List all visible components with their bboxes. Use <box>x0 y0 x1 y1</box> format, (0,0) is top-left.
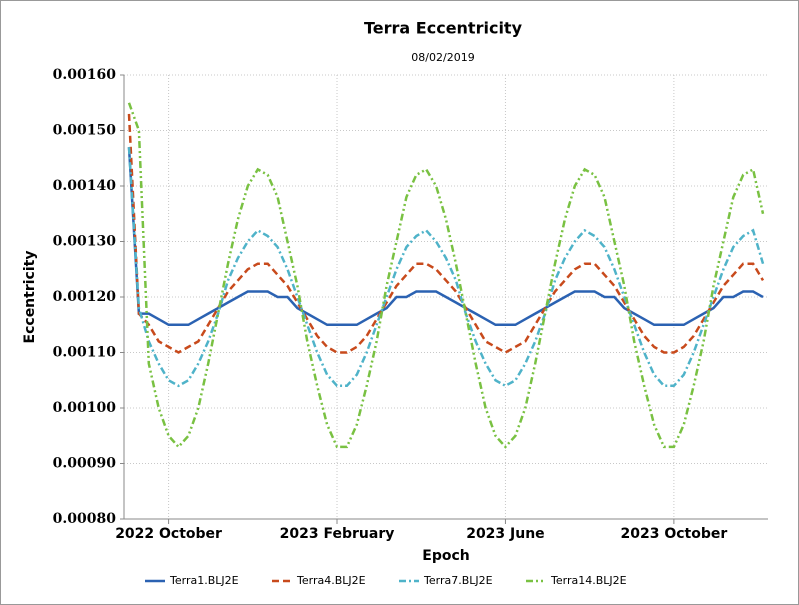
x-axis-label: Epoch <box>422 548 469 564</box>
x-tick-label: 2022 October <box>115 526 222 542</box>
x-tick-label: 2023 June <box>466 526 544 542</box>
y-tick-label: 0.00090 <box>53 456 117 472</box>
legend-label: Terra1.BLJ2E <box>169 574 239 587</box>
series-line <box>127 147 764 327</box>
y-tick-label: 0.00100 <box>53 400 117 416</box>
x-tick-label: 2023 October <box>620 526 727 542</box>
y-tick-label: 0.00110 <box>53 345 117 361</box>
y-tick-label: 0.00080 <box>53 511 117 527</box>
y-tick-label: 0.00130 <box>53 234 117 250</box>
legend-label: Terra7.BLJ2E <box>423 574 493 587</box>
y-tick-label: 0.00140 <box>53 178 117 194</box>
legend-label: Terra14.BLJ2E <box>550 574 627 587</box>
x-tick-label: 2023 February <box>280 526 395 542</box>
series-line <box>127 113 765 354</box>
y-tick-label: 0.00150 <box>53 123 117 139</box>
series-line <box>127 147 765 388</box>
y-tick-label: 0.00160 <box>53 67 117 83</box>
legend-label: Terra4.BLJ2E <box>296 574 366 587</box>
y-tick-label: 0.00120 <box>53 289 117 305</box>
chart-title: Terra Eccentricity <box>364 19 523 38</box>
y-axis-label: Eccentricity <box>22 251 38 344</box>
chart-subtitle: 08/02/2019 <box>411 51 474 64</box>
